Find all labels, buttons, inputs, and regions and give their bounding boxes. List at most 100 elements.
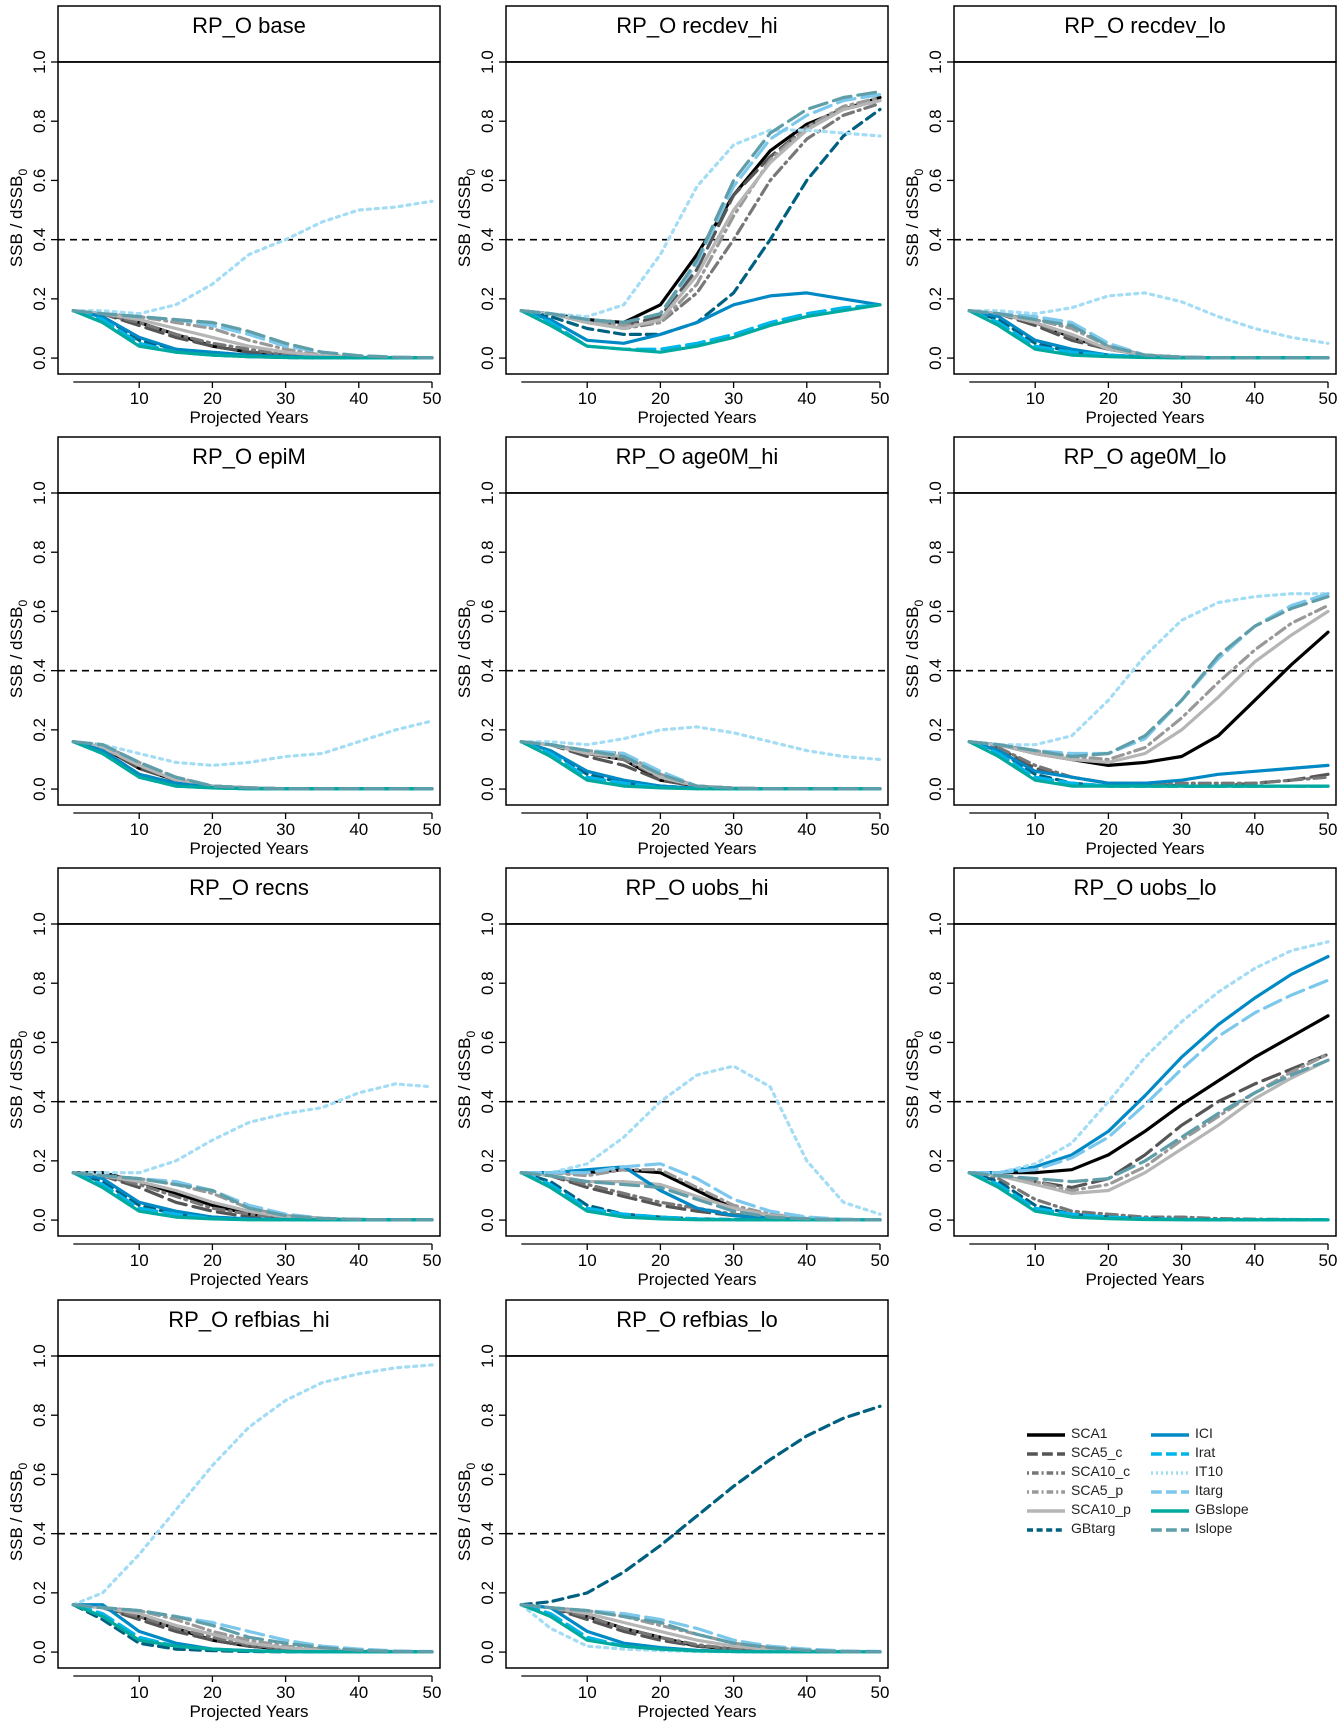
x-tick-label: 40	[349, 389, 368, 408]
y-tick-label: 0.8	[30, 109, 49, 133]
y-tick-label: 0.0	[478, 346, 497, 370]
x-tick-label: 50	[871, 1251, 890, 1270]
y-tick-label: 0.2	[926, 1149, 945, 1173]
series-line-IT10	[71, 1363, 434, 1607]
y-tick-label: 0.0	[478, 1640, 497, 1664]
series-line-Islope	[71, 740, 434, 791]
y-tick-label: 0.4	[926, 1090, 945, 1114]
x-axis-label: Projected Years	[637, 408, 756, 427]
series-line-Islope	[519, 1603, 882, 1654]
series-line-SCA5_p	[967, 1052, 1330, 1193]
y-tick-label: 0.8	[926, 971, 945, 995]
x-tick-label: 10	[578, 389, 597, 408]
y-tick-label: 0.4	[30, 659, 49, 683]
y-tick-label: 0.8	[30, 971, 49, 995]
x-tick-label: 20	[203, 1251, 222, 1270]
y-tick-label: 0.4	[926, 659, 945, 683]
series-line-Islope	[967, 1058, 1330, 1184]
x-tick-label: 30	[1172, 820, 1191, 839]
panel-title: RP_O age0M_hi	[616, 444, 779, 469]
legend-label: GBtarg	[1071, 1520, 1116, 1536]
x-tick-label: 10	[130, 1251, 149, 1270]
x-tick-label: 40	[797, 820, 816, 839]
y-tick-label: 1.0	[478, 481, 497, 505]
series-line-Islope	[71, 1603, 434, 1654]
series-line-ICI	[519, 291, 882, 345]
plot-frame	[953, 923, 1337, 1237]
legend-swatch	[1151, 1433, 1189, 1437]
y-axis-label: SSB / dSSB0	[7, 600, 30, 699]
panel-title: RP_O recns	[189, 875, 309, 900]
panel: RP_O refbias_hi 0.0 0.2 0.4 0.6 0.8 1.0 SSB / d…	[7, 1299, 442, 1721]
x-tick-label: 30	[276, 389, 295, 408]
x-axis-label: Projected Years	[1085, 839, 1204, 858]
y-tick-label: 0.0	[478, 777, 497, 801]
series-line-IT10	[71, 1082, 434, 1175]
y-axis-label: SSB / dSSB0	[7, 169, 30, 268]
legend-label: SCA5_p	[1071, 1482, 1124, 1498]
y-tick-label: 0.0	[30, 777, 49, 801]
y-tick-label: 0.4	[30, 228, 49, 252]
x-tick-label: 30	[724, 1683, 743, 1702]
plot-frame	[505, 1355, 889, 1669]
y-tick-label: 0.0	[30, 1640, 49, 1664]
x-tick-label: 30	[1172, 1251, 1191, 1270]
x-tick-label: 50	[423, 820, 442, 839]
y-axis-label: SSB / dSSB0	[7, 1031, 30, 1130]
y-tick-label: 0.4	[478, 1522, 497, 1546]
y-axis-label: SSB / dSSB0	[903, 1031, 926, 1130]
y-tick-label: 0.2	[926, 718, 945, 742]
y-tick-label: 0.8	[478, 971, 497, 995]
y-tick-label: 0.0	[926, 1208, 945, 1232]
legend-label: Irat	[1195, 1444, 1216, 1460]
y-tick-label: 0.8	[478, 540, 497, 564]
y-tick-label: 0.8	[478, 109, 497, 133]
panel: RP_O refbias_lo 0.0 0.2 0.4 0.6 0.8 1.0 SSB / d…	[455, 1299, 889, 1721]
series-line-GBslope	[967, 740, 1330, 788]
series-line-Islope	[71, 309, 434, 360]
x-tick-label: 10	[130, 820, 149, 839]
legend: SCA1 SCA5_c SCA10_c SCA5_p SCA10_p GBtarg ICI I…	[1025, 1425, 1265, 1555]
y-tick-label: 0.8	[926, 109, 945, 133]
y-tick-label: 0.2	[30, 1149, 49, 1173]
legend-item: ICI	[1149, 1425, 1273, 1443]
y-tick-label: 0.2	[30, 1581, 49, 1605]
y-tick-label: 1.0	[478, 50, 497, 74]
x-tick-label: 30	[724, 820, 743, 839]
series-line-Islope	[71, 1171, 434, 1222]
y-tick-label: 1.0	[30, 912, 49, 936]
panel: RP_O uobs_hi 0.0 0.2 0.4 0.6 0.8 1.0 SSB / dSSB…	[455, 867, 890, 1289]
y-tick-label: 0.6	[478, 1463, 497, 1487]
x-axis-label: Projected Years	[189, 1702, 308, 1721]
x-tick-label: 10	[1026, 389, 1045, 408]
panel-title: RP_O refbias_lo	[616, 1307, 777, 1332]
x-tick-label: 30	[276, 1683, 295, 1702]
x-tick-label: 50	[871, 389, 890, 408]
y-tick-label: 0.2	[30, 287, 49, 311]
panel-strip	[953, 867, 1337, 925]
panel: RP_O epiM 0.0 0.2 0.4 0.6 0.8 1.0 SSB / dSSB0 10…	[7, 436, 442, 858]
y-tick-label: 0.4	[478, 1090, 497, 1114]
y-tick-label: 0.0	[926, 777, 945, 801]
x-axis-label: Projected Years	[637, 1702, 756, 1721]
x-tick-label: 40	[349, 820, 368, 839]
y-tick-label: 1.0	[926, 912, 945, 936]
y-tick-label: 0.4	[30, 1090, 49, 1114]
y-tick-label: 0.4	[30, 1522, 49, 1546]
panel-strip	[57, 5, 441, 63]
y-tick-label: 0.0	[478, 1208, 497, 1232]
y-tick-label: 0.6	[926, 169, 945, 193]
panel-title: RP_O recdev_hi	[616, 13, 777, 38]
x-tick-label: 50	[423, 1683, 442, 1702]
series-line-ICI	[967, 740, 1330, 785]
y-axis-label: SSB / dSSB0	[455, 1463, 478, 1562]
legend-item: Irat	[1149, 1444, 1273, 1462]
y-axis-label: SSB / dSSB0	[7, 1463, 30, 1562]
panel-title: RP_O uobs_lo	[1073, 875, 1216, 900]
panel-title: RP_O uobs_hi	[625, 875, 768, 900]
y-tick-label: 0.0	[30, 1208, 49, 1232]
x-axis-label: Projected Years	[189, 408, 308, 427]
legend-label: Itarg	[1195, 1482, 1224, 1498]
x-tick-label: 20	[651, 1683, 670, 1702]
